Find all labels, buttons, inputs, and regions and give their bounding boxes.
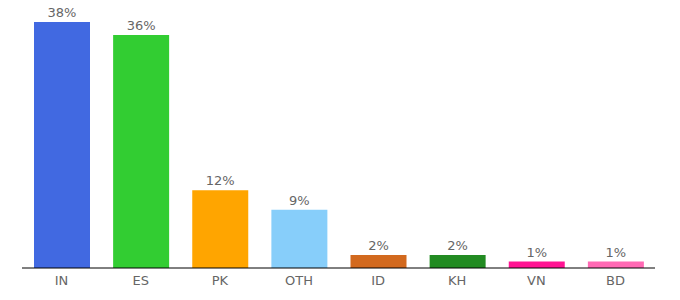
- svg-text:OTH: OTH: [285, 273, 313, 288]
- svg-text:2%: 2%: [447, 238, 468, 253]
- svg-text:PK: PK: [212, 273, 229, 288]
- svg-text:9%: 9%: [289, 193, 310, 208]
- svg-text:36%: 36%: [127, 18, 156, 33]
- svg-text:12%: 12%: [206, 173, 235, 188]
- svg-text:IN: IN: [55, 273, 69, 288]
- svg-text:KH: KH: [448, 273, 466, 288]
- svg-text:ID: ID: [371, 273, 385, 288]
- svg-text:VN: VN: [527, 273, 546, 288]
- svg-text:ES: ES: [132, 273, 148, 288]
- svg-text:38%: 38%: [48, 5, 77, 20]
- svg-text:BD: BD: [606, 273, 625, 288]
- svg-text:1%: 1%: [606, 245, 627, 260]
- svg-text:1%: 1%: [526, 245, 547, 260]
- svg-text:2%: 2%: [368, 238, 389, 253]
